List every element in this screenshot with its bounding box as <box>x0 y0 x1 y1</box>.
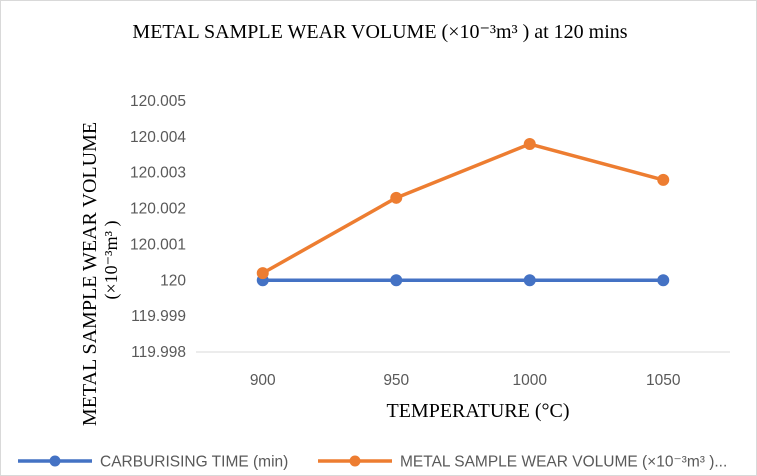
y-tick-label: 120.005 <box>130 93 186 110</box>
legend-item: METAL SAMPLE WEAR VOLUME (×10⁻³m³ )... <box>318 454 727 471</box>
legend-marker <box>349 455 361 467</box>
y-axis-title-line1: METAL SAMPLE WEAR VOLUME <box>79 122 101 426</box>
y-tick-label: 120.003 <box>130 165 186 182</box>
data-point <box>256 267 269 280</box>
y-tick-label: 120.002 <box>130 201 186 218</box>
y-axis-title-line2: (×10⁻³m³ ) <box>101 221 122 300</box>
data-point <box>390 191 403 204</box>
x-axis-title: TEMPERATURE (°C) <box>387 400 570 422</box>
chart-title: METAL SAMPLE WEAR VOLUME (×10⁻³m³ ) at 1… <box>132 21 627 43</box>
x-axis-ticks: 900 950 1000 1050 <box>250 372 681 389</box>
x-tick-label: 950 <box>383 372 409 389</box>
data-point <box>390 274 403 287</box>
y-tick-label: 119.998 <box>131 344 186 361</box>
x-tick-label: 1000 <box>513 372 548 389</box>
series-2 <box>256 138 670 280</box>
legend-label: CARBURISING TIME (min) <box>100 454 288 471</box>
x-tick-label: 1050 <box>646 372 681 389</box>
series-layer <box>256 138 670 287</box>
legend-marker <box>49 455 61 467</box>
y-tick-label: 120.004 <box>130 129 186 146</box>
y-axis-title: METAL SAMPLE WEAR VOLUME (×10⁻³m³ ) <box>79 122 122 426</box>
series-1 <box>256 274 670 287</box>
y-axis-ticks: 119.998 119.999 120 120.001 120.002 120.003 12… <box>130 93 186 361</box>
legend-label: METAL SAMPLE WEAR VOLUME (×10⁻³m³ )... <box>400 454 727 471</box>
data-point <box>523 138 536 151</box>
data-point <box>657 274 670 287</box>
data-point <box>523 274 536 287</box>
data-point <box>657 173 670 186</box>
y-tick-label: 120 <box>160 272 186 289</box>
legend: CARBURISING TIME (min) METAL SAMPLE WEAR … <box>18 454 727 471</box>
legend-item: CARBURISING TIME (min) <box>18 454 288 471</box>
series-line <box>261 142 665 275</box>
y-tick-label: 120.001 <box>130 236 186 253</box>
y-tick-label: 119.999 <box>131 308 186 325</box>
x-tick-label: 900 <box>250 372 276 389</box>
